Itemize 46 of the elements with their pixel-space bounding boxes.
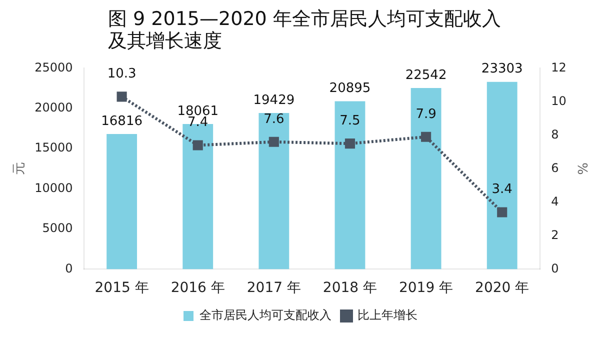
data-label: 20895 xyxy=(329,81,371,96)
bar xyxy=(334,101,366,270)
legend-label: 比上年增长 xyxy=(358,308,418,322)
bar xyxy=(486,82,518,270)
y-tick-label: 5000 xyxy=(42,221,73,236)
y2-tick-label: 6 xyxy=(551,160,559,175)
y-tick-label: 20000 xyxy=(34,100,73,115)
data-label: 19429 xyxy=(253,92,295,108)
data-label: 7.5 xyxy=(340,113,360,128)
x-tick-label: 2015 年 xyxy=(94,280,149,296)
chart-title: 图 9 2015—2020 年全市居民人均可支配收入及其增长速度 xyxy=(108,8,502,54)
y-tick-label: 15000 xyxy=(34,140,73,155)
y2-tick-label: 8 xyxy=(551,127,559,142)
data-label: 16816 xyxy=(101,114,142,129)
point xyxy=(268,136,279,147)
bar xyxy=(410,88,442,270)
y-tick-label: 0 xyxy=(65,261,73,276)
point xyxy=(421,132,432,142)
data-label: 7.6 xyxy=(264,112,284,127)
point xyxy=(344,138,356,149)
data-label: 22542 xyxy=(405,68,447,83)
data-label: 7.9 xyxy=(416,106,436,122)
legend-label: 全市居民人均可支配收入 xyxy=(200,308,332,322)
data-label: 23303 xyxy=(481,62,523,77)
y2-tick-label: 2 xyxy=(551,228,559,242)
x-tick-label: 2020 年 xyxy=(475,280,530,296)
x-tick-label: 2017 年 xyxy=(246,280,301,296)
data-label: 3.4 xyxy=(492,182,512,198)
point xyxy=(116,92,127,102)
bar xyxy=(258,112,290,270)
data-label: 10.3 xyxy=(107,66,136,82)
x-tick-label: 2019 年 xyxy=(398,280,454,296)
point xyxy=(497,207,508,218)
y2-tick-label: 12 xyxy=(551,60,566,74)
y-axis-title: 元 xyxy=(12,162,28,176)
y-tick-label: 25000 xyxy=(34,60,73,74)
data-label: 7.4 xyxy=(188,115,208,130)
point xyxy=(192,140,203,150)
bar xyxy=(106,134,138,270)
x-tick-label: 2018 年 xyxy=(322,280,378,296)
y-tick-label: 10000 xyxy=(34,180,73,195)
y2-tick-label: 4 xyxy=(551,194,559,208)
x-tick-label: 2016 年 xyxy=(170,280,225,296)
y2-tick-label: 10 xyxy=(551,94,566,108)
y2-axis-title: % xyxy=(574,162,589,175)
y2-tick-label: 0 xyxy=(551,261,559,276)
